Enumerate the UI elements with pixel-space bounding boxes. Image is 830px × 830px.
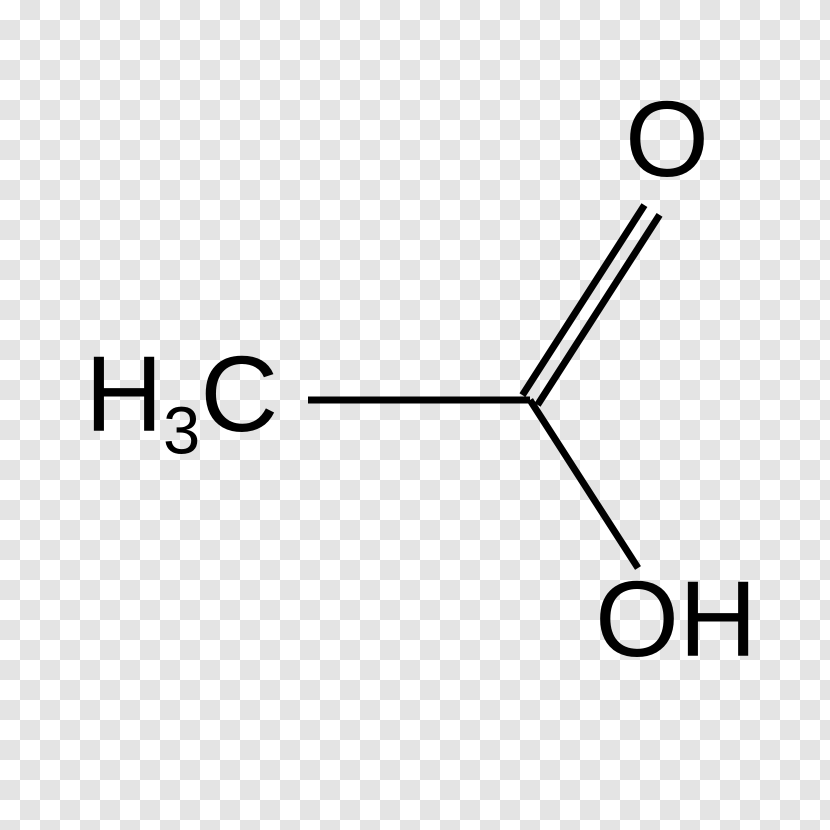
methyl-label: H3C [85, 340, 278, 448]
bond-group [308, 205, 660, 568]
c-o-double-b [522, 205, 644, 395]
c-o-double-a [538, 215, 660, 405]
carbonyl-oxygen-label: O [625, 85, 709, 193]
c-oh-single [530, 400, 638, 568]
hydroxyl-label: OH [595, 565, 757, 673]
